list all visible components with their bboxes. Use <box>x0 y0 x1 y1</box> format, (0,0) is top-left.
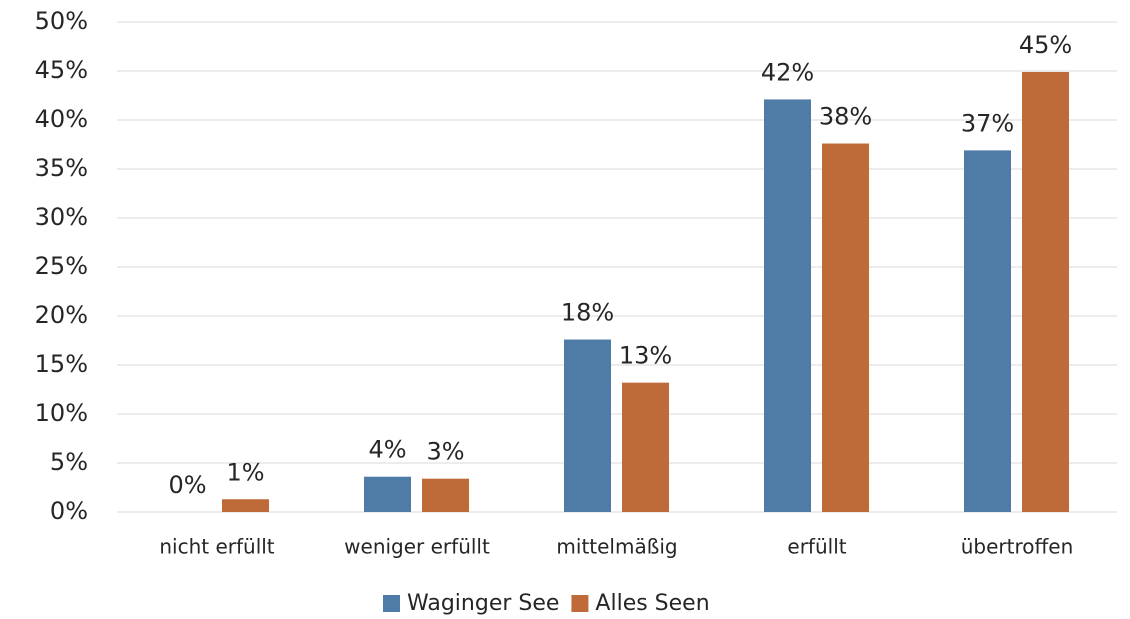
bar <box>564 339 611 512</box>
legend-swatch <box>383 595 400 612</box>
legend-label: Alles Seen <box>595 591 709 616</box>
data-label: 0% <box>168 471 206 499</box>
data-label: 13% <box>619 342 672 370</box>
y-tick-label: 5% <box>50 448 88 476</box>
bar <box>764 99 811 513</box>
bar <box>964 150 1011 512</box>
bar <box>422 478 469 512</box>
y-tick-label: 0% <box>50 497 88 525</box>
y-tick-label: 40% <box>35 105 88 133</box>
data-label: 18% <box>561 299 614 327</box>
y-tick-label: 20% <box>35 301 88 329</box>
y-tick-label: 15% <box>35 350 88 378</box>
y-tick-label: 25% <box>35 252 88 280</box>
x-tick-label: übertroffen <box>961 535 1074 559</box>
y-tick-label: 50% <box>35 7 88 35</box>
x-tick-label: erfüllt <box>787 535 846 559</box>
bar <box>1022 71 1069 512</box>
y-tick-label: 10% <box>35 399 88 427</box>
bar <box>364 476 411 512</box>
legend-swatch <box>571 595 589 612</box>
data-label: 38% <box>819 103 872 131</box>
x-tick-label: mittelmäßig <box>556 535 677 559</box>
data-label: 1% <box>226 458 264 486</box>
data-label: 37% <box>961 109 1014 137</box>
y-tick-label: 45% <box>35 56 88 84</box>
data-label: 45% <box>1019 31 1072 59</box>
bar <box>222 499 269 512</box>
y-tick-label: 30% <box>35 203 88 231</box>
bar <box>822 143 869 512</box>
x-tick-label: weniger erfüllt <box>344 535 490 559</box>
data-label: 3% <box>426 438 464 466</box>
y-tick-label: 35% <box>35 154 88 182</box>
data-label: 4% <box>368 436 406 464</box>
bar <box>622 382 669 512</box>
x-tick-label: nicht erfüllt <box>159 535 274 559</box>
legend-label: Waginger See <box>407 591 559 616</box>
data-label: 42% <box>761 58 814 86</box>
